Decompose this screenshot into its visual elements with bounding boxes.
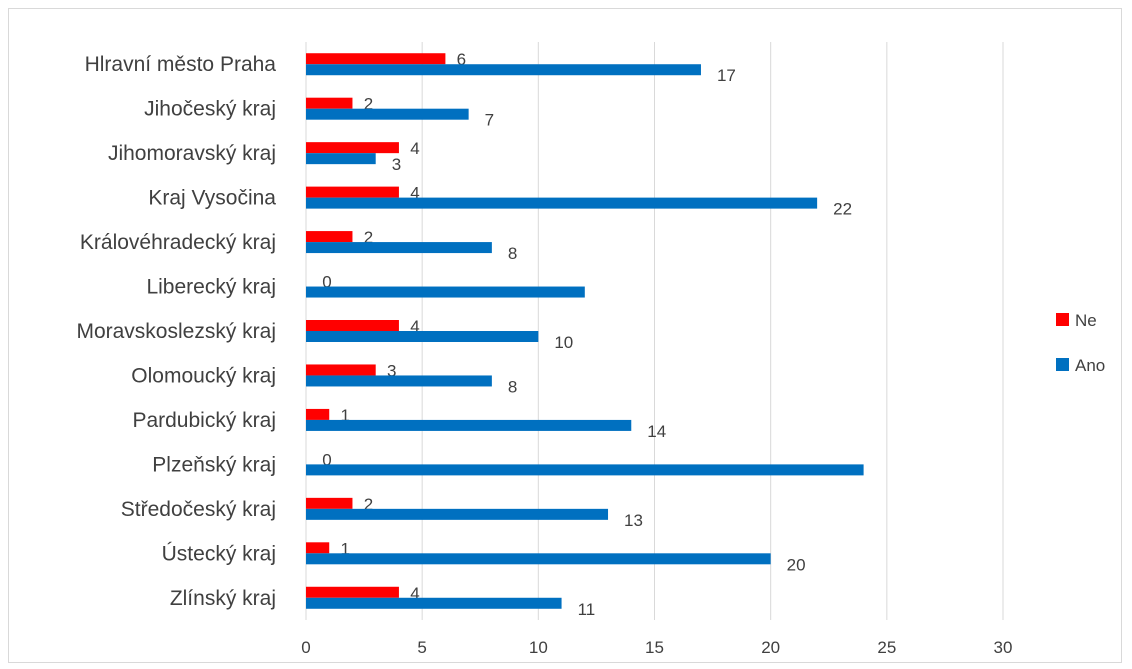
x-tick-label: 10: [529, 638, 548, 657]
bar-ano: [306, 419, 632, 431]
category-label: Moravskoslezský kraj: [76, 320, 276, 343]
category-label: Liberecký kraj: [146, 276, 276, 299]
data-label: 3: [387, 361, 396, 380]
data-label: 14: [647, 422, 666, 441]
legend-label-ne: Ne: [1075, 311, 1097, 330]
category-label: Jihočeský kraj: [144, 98, 276, 121]
data-label: 1: [340, 539, 349, 558]
category-label: Plzeňský kraj: [152, 453, 276, 476]
data-label: 4: [410, 184, 419, 203]
category-label: Ústecký kraj: [162, 542, 276, 565]
category-label: Královéhradecký kraj: [80, 231, 276, 254]
bar-ano: [306, 331, 539, 342]
bar-ne: [306, 97, 353, 109]
x-tick-label: 0: [301, 638, 310, 657]
data-label: 0: [322, 450, 331, 469]
data-label: 17: [717, 66, 736, 85]
data-label: 2: [364, 228, 373, 247]
legend-label-ano: Ano: [1075, 356, 1105, 375]
data-label: 4: [410, 317, 419, 336]
data-label: 8: [508, 244, 517, 263]
category-label: Olomoucký kraj: [131, 364, 276, 387]
bar-ne: [306, 53, 446, 65]
x-tick-label: 30: [994, 638, 1013, 657]
data-label: 10: [554, 333, 573, 352]
data-label: 22: [833, 200, 852, 219]
data-label: 0: [322, 273, 331, 292]
data-label: 7: [485, 111, 494, 130]
data-label: 8: [508, 377, 517, 396]
x-tick-label: 25: [877, 638, 896, 657]
category-label: Jihomoravský kraj: [108, 142, 276, 165]
bar-ano: [306, 375, 492, 387]
data-label: 4: [410, 139, 419, 158]
bar-ano: [306, 197, 818, 209]
x-tick-label: 15: [645, 638, 664, 657]
bar-ano: [306, 286, 585, 298]
data-label: 11: [578, 600, 596, 619]
bar-ano: [306, 64, 701, 76]
bar-ne: [306, 542, 330, 554]
category-label: Hlravní město Praha: [85, 53, 277, 76]
bar-ano: [306, 597, 562, 609]
bar-ano: [306, 553, 771, 565]
bar-ano: [306, 508, 609, 520]
category-label: Středočeský kraj: [121, 498, 276, 521]
data-label: 20: [787, 555, 806, 574]
bar-ne: [306, 231, 353, 243]
x-tick-label: 20: [761, 638, 780, 657]
bar-ne: [306, 186, 399, 198]
bar-ne: [306, 497, 353, 509]
bar-ano: [306, 153, 376, 165]
data-label: 4: [410, 584, 419, 603]
category-label: Zlínský kraj: [170, 587, 276, 610]
category-label: Kraj Vysočina: [148, 187, 276, 210]
bar-ne: [306, 142, 399, 154]
x-tick-label: 5: [417, 638, 426, 657]
bar-ano: [306, 108, 469, 120]
data-label: 13: [624, 511, 643, 530]
bar-ano: [306, 242, 492, 254]
data-label: 2: [364, 95, 373, 114]
legend-swatch-ne: [1056, 313, 1069, 326]
bar-ne: [306, 364, 376, 376]
data-label: 2: [364, 495, 373, 514]
category-label: Pardubický kraj: [132, 409, 276, 432]
legend-swatch-ano: [1056, 358, 1069, 371]
data-label: 6: [457, 50, 466, 69]
bar-ne: [306, 408, 330, 420]
bar-ne: [306, 586, 399, 598]
data-label: 3: [392, 155, 401, 174]
bar-ano: [306, 464, 864, 476]
data-label: 1: [340, 406, 349, 425]
bar-ne: [306, 320, 399, 331]
